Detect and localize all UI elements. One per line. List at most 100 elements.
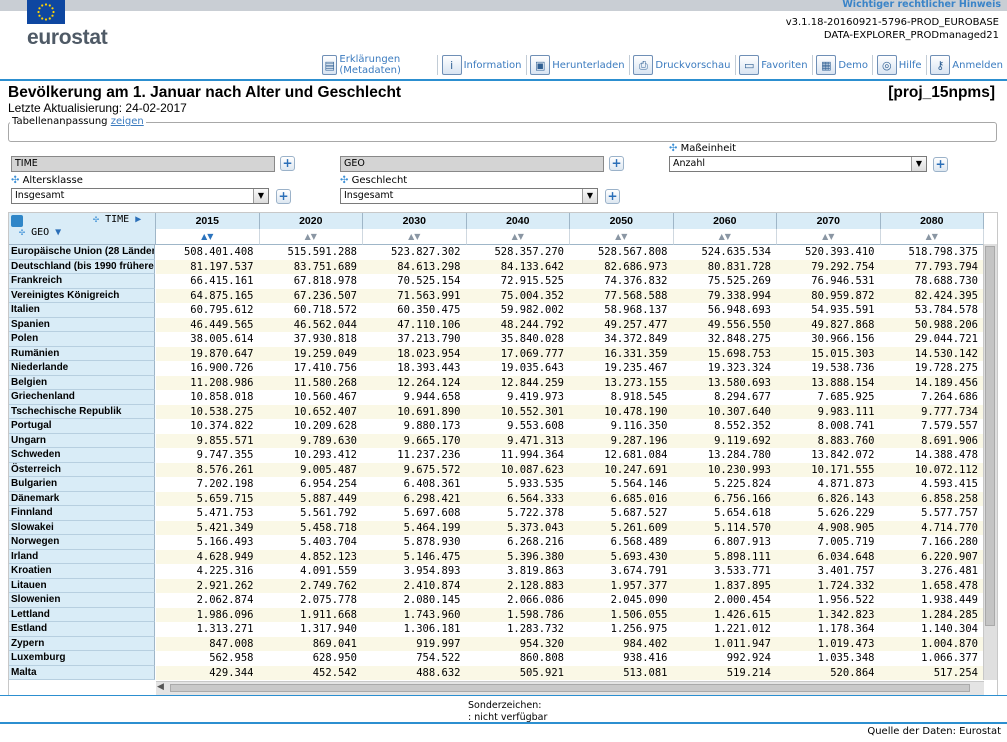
table-cell: 58.968.137 [604, 304, 668, 316]
table-cell: 13.273.155 [604, 376, 668, 389]
table-cell: 50.988.206 [914, 318, 978, 331]
row-header[interactable]: Bulgarien [9, 477, 155, 492]
column-header-2020[interactable]: 2020 [259, 213, 363, 229]
chevron-down-icon[interactable]: ▼ [582, 189, 597, 203]
row-header[interactable]: Slowenien [9, 593, 155, 608]
sort-icon[interactable]: ▲▼ [880, 229, 984, 245]
toolbar-button-hilfe[interactable]: ◎ Hilfe [876, 55, 922, 75]
sex-select[interactable]: Insgesamt ▼ [340, 188, 598, 204]
geo-axis-label[interactable]: ✣ GEO ▼ [19, 227, 62, 238]
eurostat-logo[interactable]: eurostat [27, 26, 108, 49]
sort-icon[interactable]: ▲▼ [259, 229, 363, 245]
table-cell: 8.883.760 [817, 434, 875, 447]
add-time-button[interactable]: + [280, 156, 295, 171]
row-header[interactable]: Österreich [9, 462, 155, 477]
column-header-2015[interactable]: 2015 [156, 213, 260, 229]
show-customization-link[interactable]: zeigen [110, 116, 144, 127]
table-cell: 17.069.777 [500, 347, 564, 360]
row-header[interactable]: Deutschland (bis 1990 früheres [9, 259, 155, 274]
row-header[interactable]: Polen [9, 332, 155, 347]
row-header[interactable]: Vereinigtes Königreich [9, 288, 155, 303]
sort-icon[interactable]: ▲▼ [570, 229, 674, 245]
toolbar-button-erklärungen-metadaten[interactable]: ▤ Erklärungen (Metadaten) [322, 54, 433, 76]
add-age-button[interactable]: + [276, 189, 291, 204]
column-header-2040[interactable]: 2040 [466, 213, 570, 229]
chevron-down-icon[interactable]: ▼ [253, 189, 268, 203]
column-header-2050[interactable]: 2050 [570, 213, 674, 229]
row-header[interactable]: Slowakei [9, 520, 155, 535]
horizontal-scrollbar[interactable]: ◀ [156, 681, 984, 695]
row-header[interactable]: Spanien [9, 317, 155, 332]
table-cell: 628.950 [312, 652, 357, 664]
table-cell: 74.376.832 [604, 275, 668, 287]
sort-icon[interactable]: ▲▼ [673, 229, 777, 245]
row-header[interactable]: Norwegen [9, 535, 155, 550]
legal-notice-link[interactable]: Wichtiger rechtlicher Hinweis [842, 0, 1001, 10]
row-header[interactable]: Niederlande [9, 361, 155, 376]
sort-icon[interactable]: ▲▼ [466, 229, 570, 245]
scroll-thumb[interactable] [985, 246, 995, 626]
move-icon[interactable]: ✣ [669, 143, 678, 154]
row-header[interactable]: Portugal [9, 419, 155, 434]
row-header[interactable]: Dänemark [9, 491, 155, 506]
table-cell: 4.852.123 [300, 550, 357, 563]
row-header[interactable]: Kroatien [9, 564, 155, 579]
table-customization-panel [8, 122, 997, 142]
table-row: 9.747.355 10.293.412 11.237.236 11.994.364 1… [156, 448, 984, 463]
column-header-2030[interactable]: 2030 [363, 213, 467, 229]
row-header[interactable]: Griechenland [9, 390, 155, 405]
row-header[interactable]: Luxemburg [9, 651, 155, 666]
row-header[interactable]: Irland [9, 549, 155, 564]
sort-icon[interactable]: ▲▼ [363, 229, 467, 245]
table-options-icon[interactable] [11, 215, 23, 227]
row-header[interactable]: Zypern [9, 636, 155, 651]
row-header[interactable]: Ungarn [9, 433, 155, 448]
toolbar-button-herunterladen[interactable]: ▣ Herunterladen [530, 55, 625, 75]
age-label-text: Altersklasse [22, 175, 83, 186]
row-header[interactable]: Schweden [9, 448, 155, 463]
age-label: ✣ Altersklasse [11, 175, 83, 186]
table-cell: 488.632 [416, 666, 461, 679]
column-header-2060[interactable]: 2060 [673, 213, 777, 229]
table-cell: 4.908.905 [817, 521, 875, 534]
move-icon[interactable]: ✣ [11, 175, 20, 186]
row-header[interactable]: Malta [9, 665, 155, 680]
toolbar-button-anmelden[interactable]: ⚷ Anmelden [930, 55, 1003, 75]
table-cell: 6.298.421 [403, 492, 461, 505]
geo-dimension-box[interactable]: GEO [340, 156, 604, 172]
row-header[interactable]: Rumänien [9, 346, 155, 361]
row-header[interactable]: Lettland [9, 607, 155, 622]
column-header-2080[interactable]: 2080 [880, 213, 984, 229]
toolbar-button-information[interactable]: i Information [441, 55, 522, 75]
row-header[interactable]: Estland [9, 622, 155, 637]
row-header[interactable]: Frankreich [9, 274, 155, 289]
move-icon[interactable]: ✣ [340, 175, 349, 186]
unit-select[interactable]: Anzahl ▼ [669, 156, 927, 172]
row-header[interactable]: Litauen [9, 578, 155, 593]
sort-icon[interactable]: ▲▼ [156, 229, 260, 245]
table-cell: 10.478.190 [604, 405, 668, 418]
scroll-thumb[interactable] [170, 684, 970, 692]
row-header[interactable]: Belgien [9, 375, 155, 390]
chevron-down-icon[interactable]: ▼ [911, 157, 926, 171]
sort-icon[interactable]: ▲▼ [777, 229, 881, 245]
toolbar-button-demo[interactable]: ▦ Demo [816, 55, 868, 75]
time-dimension-box[interactable]: TIME [11, 156, 275, 172]
age-select[interactable]: Insgesamt ▼ [11, 188, 269, 204]
toolbar-separator [436, 55, 438, 75]
vertical-scrollbar[interactable] [983, 244, 997, 680]
toolbar-button-druckvorschau[interactable]: ⎙ Druckvorschau [633, 55, 731, 75]
column-header-2070[interactable]: 2070 [777, 213, 881, 229]
add-geo-button[interactable]: + [609, 156, 624, 171]
row-header[interactable]: Italien [9, 303, 155, 318]
add-unit-button[interactable]: + [933, 157, 948, 172]
add-sex-button[interactable]: + [605, 189, 620, 204]
row-header[interactable]: Finnland [9, 506, 155, 521]
table-cell: 13.580.693 [707, 376, 771, 389]
toolbar-button-favoriten[interactable]: ▭ Favoriten [739, 55, 808, 75]
row-header[interactable]: Tschechische Republik [9, 404, 155, 419]
row-header[interactable]: Europäische Union (28 Länder) [9, 245, 155, 260]
time-axis-label[interactable]: ✣ TIME ▶ [93, 214, 142, 225]
table-cell: 860.808 [519, 652, 564, 664]
chevron-left-icon[interactable]: ◀ [157, 682, 164, 692]
